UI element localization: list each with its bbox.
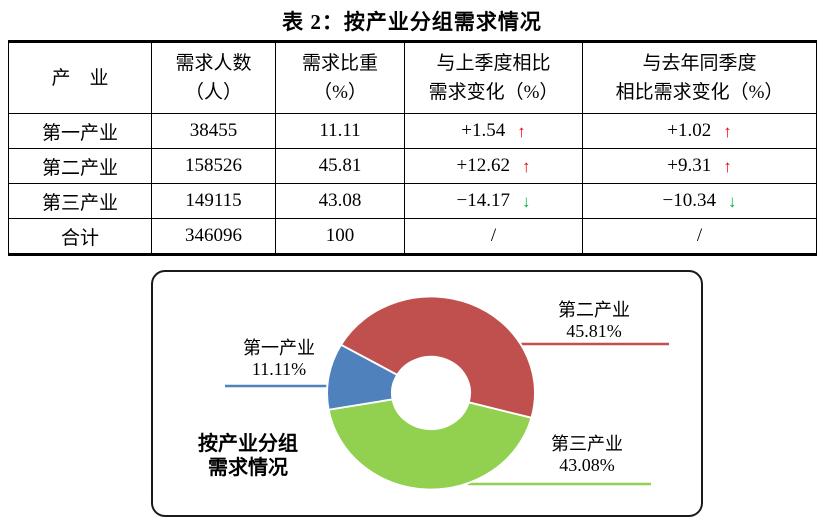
pie-label-secondary-name: 第二产业 — [558, 300, 630, 320]
chart-title-line1: 按产业分组 — [198, 433, 298, 455]
yoy-value: +9.31 — [667, 155, 712, 176]
table-row: 第二产业 158526 45.81 +12.62 ↑ +9.31 ↑ — [8, 148, 817, 184]
chart-title-line2: 需求情况 — [208, 457, 288, 479]
cell-share: 43.08 — [275, 183, 405, 219]
demand-table: 产 业 需求人数 （人） 需求比重 （%） 与上季度相比 需求变化（%） 与去年… — [8, 40, 817, 256]
qoq-value: −14.17 — [456, 190, 510, 211]
trend-up-icon: ↑ — [723, 156, 732, 176]
qoq-value: +12.62 — [456, 155, 510, 176]
table-row-total: 合计 346096 100 / / — [8, 218, 817, 255]
trend-up-icon: ↑ — [723, 121, 732, 141]
header-industry: 产 业 — [8, 41, 152, 114]
cell-industry: 第二产业 — [8, 148, 152, 184]
pie-label-tertiary-pct: 43.08% — [559, 455, 615, 475]
header-share-line2: （%） — [313, 82, 367, 103]
cell-demand: 346096 — [151, 218, 276, 255]
header-demand-line1: 需求人数 — [175, 53, 252, 74]
cell-yoy: −10.34 ↓ — [582, 183, 817, 219]
table-row: 第一产业 38455 11.11 +1.54 ↑ +1.02 ↑ — [8, 113, 817, 149]
pie-chart-panel: 第二产业 45.81% 第一产业 11.11% 第三产业 43.08% 按产业分… — [151, 270, 703, 517]
cell-yoy: +1.02 ↑ — [582, 113, 817, 149]
table-row: 第三产业 149115 43.08 −14.17 ↓ −10.34 ↓ — [8, 183, 817, 219]
cell-share: 11.11 — [275, 113, 405, 149]
header-share-line1: 需求比重 — [301, 53, 378, 74]
pie-slice-secondary — [339, 295, 536, 419]
cell-qoq: +12.62 ↑ — [404, 148, 583, 184]
header-qoq-line2: 需求变化（%） — [428, 82, 559, 103]
cell-qoq: / — [404, 218, 583, 255]
cell-demand: 158526 — [151, 148, 276, 184]
header-yoy-line1: 与去年同季度 — [642, 53, 757, 74]
cell-demand: 38455 — [151, 113, 276, 149]
header-yoy-line2: 相比需求变化（%） — [615, 82, 784, 103]
yoy-value: +1.02 — [667, 120, 712, 141]
trend-down-icon: ↓ — [727, 191, 737, 211]
trend-up-icon: ↑ — [521, 156, 531, 176]
cell-yoy: +9.31 ↑ — [582, 148, 817, 184]
cell-industry: 合计 — [8, 218, 152, 255]
pie-label-secondary: 第二产业 45.81% — [558, 300, 630, 342]
pie-label-secondary-pct: 45.81% — [566, 321, 622, 341]
cell-share: 100 — [275, 218, 405, 255]
pie-slice-primary — [326, 343, 399, 411]
header-share: 需求比重 （%） — [275, 41, 405, 114]
cell-qoq: +1.54 ↑ — [404, 113, 583, 149]
yoy-value: −10.34 — [662, 190, 716, 211]
cell-industry: 第三产业 — [8, 183, 152, 219]
pie-label-primary: 第一产业 11.11% — [243, 338, 315, 380]
header-qoq-change: 与上季度相比 需求变化（%） — [404, 41, 583, 114]
header-qoq-line1: 与上季度相比 — [436, 53, 551, 74]
cell-qoq: −14.17 ↓ — [404, 183, 583, 219]
chart-title: 按产业分组 需求情况 — [198, 432, 298, 480]
header-industry-label: 产 业 — [51, 67, 109, 89]
trend-down-icon: ↓ — [521, 191, 531, 211]
cell-share: 45.81 — [275, 148, 405, 184]
pie-label-primary-name: 第一产业 — [243, 338, 315, 358]
pie-label-tertiary-name: 第三产业 — [551, 434, 623, 454]
pie-label-tertiary: 第三产业 43.08% — [551, 434, 623, 476]
pie-slice-tertiary — [327, 398, 533, 491]
table-header-row: 产 业 需求人数 （人） 需求比重 （%） 与上季度相比 需求变化（%） 与去年… — [8, 41, 817, 114]
donut-chart — [225, 295, 669, 491]
cell-yoy: / — [582, 218, 817, 255]
qoq-value: +1.54 — [461, 120, 506, 141]
page-title: 表 2：按产业分组需求情况 — [282, 10, 542, 34]
pie-label-primary-pct: 11.11% — [251, 359, 307, 379]
header-demand-line2: （人） — [184, 82, 242, 103]
header-demand: 需求人数 （人） — [151, 41, 276, 114]
header-yoy-change: 与去年同季度 相比需求变化（%） — [582, 41, 817, 114]
cell-industry: 第一产业 — [8, 113, 152, 149]
trend-up-icon: ↑ — [517, 121, 526, 141]
cell-demand: 149115 — [151, 183, 276, 219]
